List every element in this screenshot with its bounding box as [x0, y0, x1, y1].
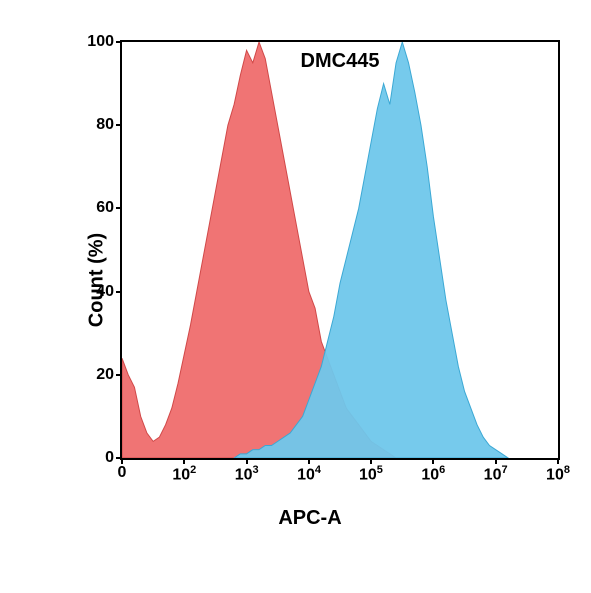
x-axis-label: APC-A	[278, 507, 341, 530]
x-tick-mark	[121, 458, 123, 464]
y-tick-mark	[116, 374, 122, 376]
x-tick-mark	[308, 458, 310, 464]
x-tick-mark	[495, 458, 497, 464]
x-tick-mark	[370, 458, 372, 464]
x-tick-mark	[557, 458, 559, 464]
flow-cytometry-chart: Count (%) DMC445 020406080100 0102103104…	[50, 30, 570, 530]
chart-title: DMC445	[301, 50, 380, 73]
x-tick-mark	[183, 458, 185, 464]
y-tick-mark	[116, 291, 122, 293]
plot-area: DMC445 020406080100 01021031041051061071…	[120, 40, 560, 460]
y-axis-label: Count (%)	[86, 233, 109, 327]
y-tick-mark	[116, 207, 122, 209]
y-tick-mark	[116, 41, 122, 43]
y-tick-mark	[116, 124, 122, 126]
histogram-svg	[122, 42, 558, 458]
x-tick-mark	[432, 458, 434, 464]
x-tick-mark	[246, 458, 248, 464]
